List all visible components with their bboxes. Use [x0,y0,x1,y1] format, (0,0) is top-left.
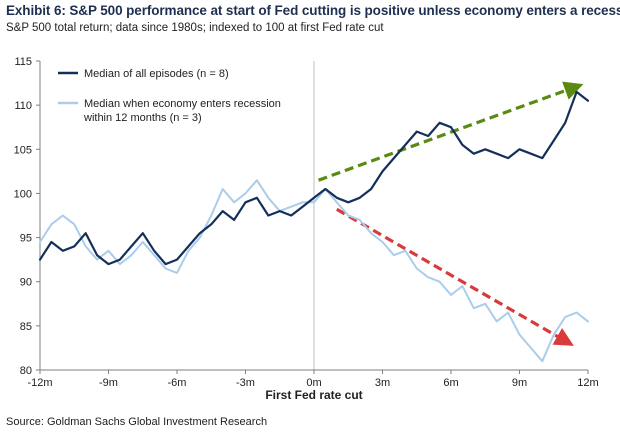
y-tick-label: 90 [20,277,32,289]
legend-label-recession-line-1: Median when economy enters recession [84,98,281,110]
series-line-recession [39,179,589,363]
legend-label-recession-line-2: within 12 months (n = 3) [83,112,202,124]
x-tick-label: 0m [306,377,321,389]
y-tick-label: 80 [20,365,32,377]
y-tick-label: 105 [14,144,32,156]
y-tick-label: 115 [14,56,32,68]
y-tick-label: 100 [14,188,32,200]
x-tick-label: 9m [512,377,527,389]
x-tick-label: 3m [375,377,390,389]
y-tick-label: 85 [20,321,32,333]
series-line-all-episodes [38,90,590,266]
chart-subtitle: S&P 500 total return; data since 1980s; … [6,22,384,34]
source-note: Source: Goldman Sachs Global Investment … [6,416,268,428]
axes: 80 85 90 95 100 105 110 115 -12m -9m -6m -3m 0m 3m 6m 9… [14,56,599,389]
legend-label-all-episodes: Median of all episodes (n = 8) [84,68,229,80]
x-tick-label: -3m [236,377,255,389]
series-lines [38,90,590,363]
up-trend-arrow [318,81,584,182]
annotation-arrows [318,81,584,346]
x-axis-label: First Fed rate cut [265,388,362,400]
y-tick-label: 110 [14,100,32,112]
x-tick-label: 6m [443,377,458,389]
x-tick-label: -12m [27,377,52,389]
x-tick-label: -9m [99,377,118,389]
line-chart: 80 85 90 95 100 105 110 115 -12m -9m -6m -3m 0m 3m 6m 9… [14,56,599,400]
down-trend-arrow [336,207,574,346]
y-tick-label: 95 [20,233,32,245]
x-tick-label: -6m [168,377,187,389]
legend: Median of all episodes (n = 8) Median wh… [58,68,281,124]
chart-title: Exhibit 6: S&P 500 performance at start … [6,3,620,18]
x-tick-label: 12m [577,377,598,389]
